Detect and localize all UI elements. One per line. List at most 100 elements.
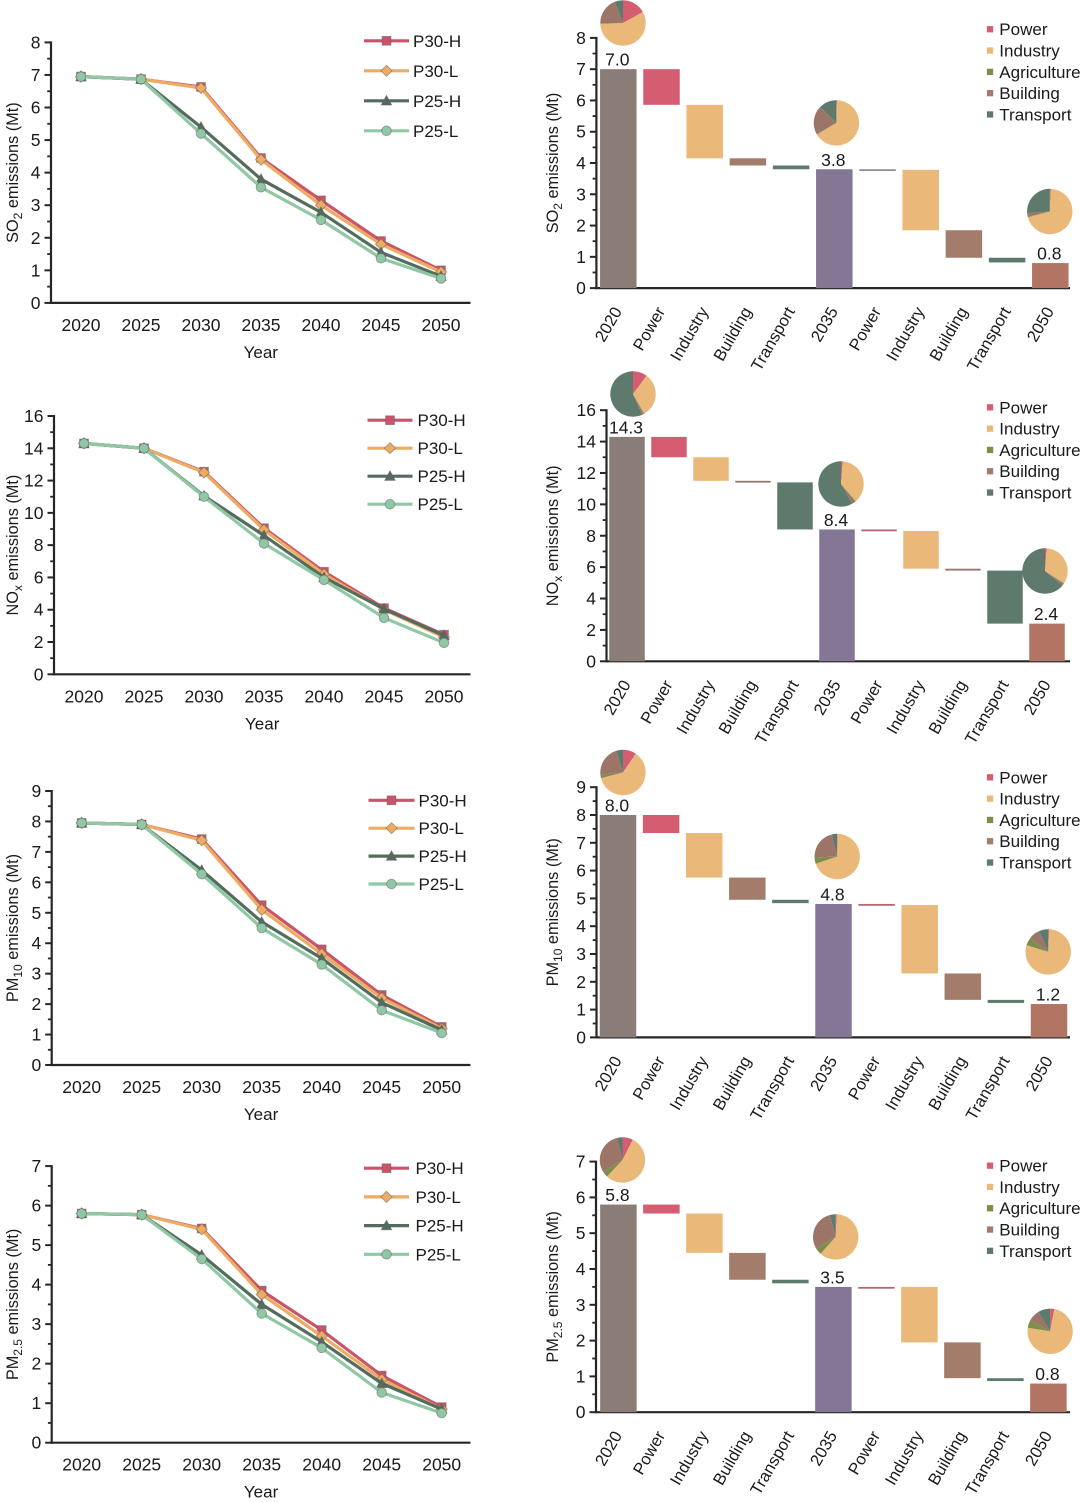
svg-text:8.4: 8.4 (824, 510, 849, 530)
svg-text:Building: Building (999, 462, 1060, 481)
svg-text:7: 7 (31, 842, 41, 862)
svg-text:Transport: Transport (999, 854, 1071, 873)
svg-text:2: 2 (31, 1354, 41, 1374)
svg-text:4: 4 (586, 589, 596, 609)
svg-text:2050: 2050 (422, 1455, 461, 1475)
svg-text:P25-H: P25-H (413, 92, 461, 111)
svg-text:PM2.5 emissions (Mt): PM2.5 emissions (Mt) (4, 1229, 25, 1380)
svg-text:Building: Building (999, 84, 1060, 103)
svg-text:SO2 emissions (Mt): SO2 emissions (Mt) (544, 93, 565, 234)
svg-text:5: 5 (576, 122, 586, 142)
svg-text:0.8: 0.8 (1037, 244, 1061, 264)
svg-text:SO2 emissions (Mt): SO2 emissions (Mt) (4, 102, 25, 243)
svg-text:0: 0 (586, 651, 596, 671)
svg-text:P25-H: P25-H (416, 1217, 464, 1236)
svg-text:Power: Power (999, 768, 1048, 787)
svg-text:2050: 2050 (422, 1077, 461, 1097)
svg-text:1: 1 (576, 1366, 586, 1386)
svg-text:3: 3 (576, 1295, 586, 1315)
svg-text:2025: 2025 (122, 315, 161, 335)
svg-text:4.8: 4.8 (820, 885, 844, 905)
svg-text:Year: Year (244, 1483, 279, 1502)
svg-text:5: 5 (576, 888, 586, 908)
svg-text:0: 0 (31, 293, 41, 313)
svg-text:P30-H: P30-H (416, 1159, 464, 1178)
svg-text:2: 2 (586, 620, 596, 640)
svg-text:2: 2 (31, 994, 41, 1014)
svg-text:2: 2 (31, 228, 41, 248)
svg-text:6: 6 (31, 872, 41, 892)
svg-text:12: 12 (577, 463, 596, 483)
svg-text:PM10 emissions (Mt): PM10 emissions (Mt) (544, 838, 565, 986)
svg-text:2050: 2050 (422, 315, 461, 335)
svg-text:1.2: 1.2 (1036, 985, 1060, 1005)
svg-text:14: 14 (24, 438, 44, 458)
svg-text:7.0: 7.0 (605, 50, 630, 70)
svg-text:Industry: Industry (999, 42, 1060, 61)
svg-text:2040: 2040 (305, 686, 344, 706)
svg-text:5: 5 (31, 130, 41, 150)
svg-text:PM2.5 emissions (Mt): PM2.5 emissions (Mt) (544, 1211, 565, 1362)
svg-text:P30-L: P30-L (418, 439, 463, 458)
svg-text:16: 16 (577, 400, 596, 420)
svg-text:5: 5 (31, 1235, 41, 1255)
svg-text:2030: 2030 (182, 1077, 221, 1097)
svg-text:1: 1 (31, 1025, 41, 1045)
svg-text:Agriculture: Agriculture (999, 63, 1080, 82)
svg-text:P30-H: P30-H (413, 32, 461, 51)
svg-text:2030: 2030 (185, 686, 224, 706)
svg-text:Industry: Industry (999, 420, 1060, 439)
svg-text:4: 4 (31, 1275, 41, 1295)
svg-text:P25-L: P25-L (419, 875, 464, 894)
svg-text:8: 8 (31, 811, 41, 831)
svg-text:10: 10 (24, 503, 44, 523)
svg-text:2045: 2045 (365, 686, 404, 706)
svg-text:2035: 2035 (242, 1455, 281, 1475)
svg-text:6: 6 (34, 567, 44, 587)
svg-text:2020: 2020 (62, 1455, 101, 1475)
svg-text:2: 2 (576, 1331, 586, 1351)
svg-text:4: 4 (576, 916, 586, 936)
svg-text:4: 4 (576, 153, 586, 173)
svg-text:Agriculture: Agriculture (999, 1199, 1080, 1218)
svg-text:0: 0 (31, 1055, 41, 1075)
svg-text:Industry: Industry (999, 1178, 1060, 1197)
svg-text:P25-L: P25-L (418, 495, 463, 514)
svg-text:2020: 2020 (65, 686, 104, 706)
svg-text:4: 4 (576, 1259, 586, 1279)
svg-text:2045: 2045 (362, 1077, 401, 1097)
svg-text:8: 8 (31, 32, 41, 52)
svg-text:Transport: Transport (999, 105, 1071, 124)
svg-text:3: 3 (31, 195, 41, 215)
svg-text:Power: Power (999, 398, 1048, 417)
svg-text:2: 2 (576, 972, 586, 992)
svg-text:6: 6 (576, 1187, 586, 1207)
svg-text:7: 7 (576, 1152, 586, 1172)
svg-text:2045: 2045 (362, 1455, 401, 1475)
svg-text:7: 7 (31, 65, 41, 85)
svg-text:3.5: 3.5 (820, 1267, 844, 1287)
svg-text:2: 2 (576, 216, 586, 236)
svg-text:2035: 2035 (242, 1077, 281, 1097)
svg-text:P30-L: P30-L (413, 62, 458, 81)
svg-text:Year: Year (244, 1105, 279, 1124)
svg-text:4: 4 (31, 163, 41, 183)
svg-text:P30-H: P30-H (418, 411, 466, 430)
svg-text:14.3: 14.3 (609, 417, 643, 437)
svg-text:0: 0 (34, 664, 44, 684)
svg-text:Transport: Transport (999, 484, 1071, 503)
svg-text:6: 6 (576, 91, 586, 111)
svg-text:2020: 2020 (62, 315, 101, 335)
svg-text:8: 8 (586, 526, 596, 546)
svg-text:Year: Year (244, 343, 279, 362)
svg-text:0: 0 (576, 1027, 586, 1047)
svg-text:Transport: Transport (999, 1242, 1071, 1261)
svg-text:NOx emissions (Mt): NOx emissions (Mt) (544, 465, 565, 606)
svg-text:5.8: 5.8 (605, 1185, 629, 1205)
svg-text:P25-H: P25-H (418, 467, 466, 486)
svg-text:P25-H: P25-H (419, 847, 467, 866)
svg-text:1: 1 (31, 260, 41, 280)
svg-text:P30-H: P30-H (419, 791, 467, 810)
svg-text:1: 1 (576, 247, 586, 267)
svg-text:2040: 2040 (302, 1077, 341, 1097)
